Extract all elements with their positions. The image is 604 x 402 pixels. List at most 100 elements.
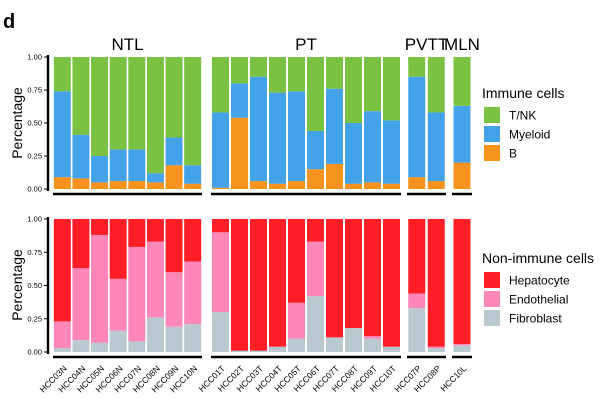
bar-segment-b	[345, 183, 362, 189]
bar-segment-b	[212, 187, 229, 189]
legend-label: Hepatocyte	[509, 274, 570, 288]
panel-0: NTL	[53, 35, 202, 196]
bar-segment-hepatocyte	[250, 219, 267, 351]
bar-segment-fibroblast	[288, 338, 305, 352]
bar-segment-myeloid	[307, 130, 324, 170]
bar-segment-tnk	[212, 57, 229, 113]
bar-segment-myeloid	[326, 88, 343, 164]
bar-segment-fibroblast	[72, 340, 90, 352]
y-tick-label: 0.00	[27, 348, 42, 357]
bar-segment-endothelial	[128, 246, 146, 342]
bar-segment-tnk	[364, 57, 381, 112]
bar-segment-tnk	[165, 57, 183, 138]
bar-segment-endothelial	[53, 321, 71, 349]
bar-segment-fibroblast	[364, 338, 381, 352]
bar-segment-hepatocyte	[128, 219, 146, 247]
y-tick-label: 1.00	[27, 53, 42, 62]
bar-segment-b	[364, 182, 381, 189]
bar-segment-tnk	[231, 57, 248, 84]
bar-segment-fibroblast	[165, 326, 183, 352]
y-tick-label: 0.25	[27, 152, 42, 161]
bar-segment-tnk	[383, 57, 400, 121]
bar-segment-endothelial	[109, 278, 127, 331]
panel-1	[211, 219, 401, 359]
bar-segment-endothelial	[212, 232, 229, 313]
bar-segment-myeloid	[109, 149, 127, 182]
y-axis-label: Percentage	[9, 87, 25, 159]
legend-title: Non-immune cells	[482, 250, 594, 266]
bar-segment-tnk	[307, 57, 324, 131]
bar-segment-fibroblast	[109, 330, 127, 352]
legend-label: T/NK	[509, 109, 536, 123]
bar-segment-myeloid	[72, 134, 90, 179]
bar-segment-myeloid	[383, 120, 400, 184]
bar-segment-b	[326, 163, 343, 189]
bar-segment-endothelial	[408, 293, 426, 309]
panel-3: MLN	[444, 35, 480, 196]
bar-segment-b	[128, 181, 146, 189]
non-immune-cells-chart: Percentage 0.00 0.25 0.50 0.75 1.00 Non-immune…	[9, 215, 594, 359]
bar-segment-tnk	[453, 57, 471, 106]
bar-segment-hepatocyte	[109, 219, 127, 279]
bar-segment-b	[408, 177, 426, 189]
legend-label: Endothelial	[509, 293, 568, 307]
bar-segment-hepatocyte	[231, 219, 248, 351]
bar-segment-fibroblast	[91, 342, 109, 352]
bar-segment-fibroblast	[231, 350, 248, 352]
bar-segment-fibroblast	[212, 312, 229, 352]
bar-segment-tnk	[269, 57, 286, 93]
bar-segment-myeloid	[128, 149, 146, 182]
panel-3	[452, 219, 472, 359]
bar-segment-endothelial	[146, 241, 164, 318]
panel-2	[407, 219, 446, 359]
legend-title: Immune cells	[482, 85, 564, 101]
x-tick-labels: HCC03NHCC04NHCC05NHCC06NHCC07NHCC08NHCC0…	[38, 363, 469, 394]
legend-swatch	[484, 126, 500, 142]
bar-segment-b	[109, 181, 127, 189]
bar-segment-tnk	[128, 57, 146, 150]
panel-title: NTL	[111, 35, 143, 54]
bar-segment-fibroblast	[184, 324, 202, 352]
bar-segment-myeloid	[91, 156, 109, 183]
bar-segment-endothelial	[165, 272, 183, 327]
y-tick-label: 0.50	[27, 281, 42, 290]
bar-segment-hepatocyte	[53, 219, 71, 322]
legend-label: Myeloid	[509, 128, 550, 142]
bar-segment-b	[165, 165, 183, 189]
bar-segment-myeloid	[146, 173, 164, 183]
bar-segment-fibroblast	[345, 328, 362, 352]
bar-segment-myeloid	[364, 111, 381, 183]
bar-segment-hepatocyte	[326, 219, 343, 338]
bar-segment-myeloid	[288, 91, 305, 182]
bar-segment-tnk	[326, 57, 343, 89]
bar-segment-endothelial	[453, 344, 471, 346]
legend: Immune cells T/NK Myeloid B	[482, 85, 564, 161]
bar-segment-myeloid	[250, 76, 267, 182]
bar-segment-fibroblast	[427, 348, 445, 352]
bar-segment-hepatocyte	[184, 219, 202, 262]
bar-segment-b	[288, 181, 305, 189]
bar-segment-fibroblast	[128, 341, 146, 352]
bar-segment-fibroblast	[383, 346, 400, 352]
bar-segment-hepatocyte	[453, 219, 471, 345]
legend: Non-immune cells Hepatocyte Endothelial Fib…	[482, 250, 594, 326]
bar-segment-b	[91, 182, 109, 189]
y-tick-label: 0.25	[27, 314, 42, 323]
bar-segment-b	[231, 117, 248, 189]
bar-segment-myeloid	[53, 91, 71, 178]
bar-segment-endothelial	[72, 268, 90, 341]
bar-segment-b	[72, 178, 90, 189]
bar-segment-tnk	[146, 57, 164, 174]
bar-segment-b	[269, 183, 286, 189]
bar-segment-endothelial	[364, 336, 381, 339]
bar-segment-endothelial	[427, 346, 445, 349]
y-axis: 0.00 0.25 0.50 0.75 1.00	[27, 53, 50, 194]
bar-segment-endothelial	[91, 234, 109, 343]
bar-segment-tnk	[427, 57, 445, 113]
bar-segment-fibroblast	[146, 317, 164, 352]
bar-segment-hepatocyte	[165, 219, 183, 273]
bar-segment-hepatocyte	[212, 219, 229, 233]
panel-title: PT	[295, 35, 317, 54]
x-tick-label: HCC10L	[438, 363, 468, 393]
